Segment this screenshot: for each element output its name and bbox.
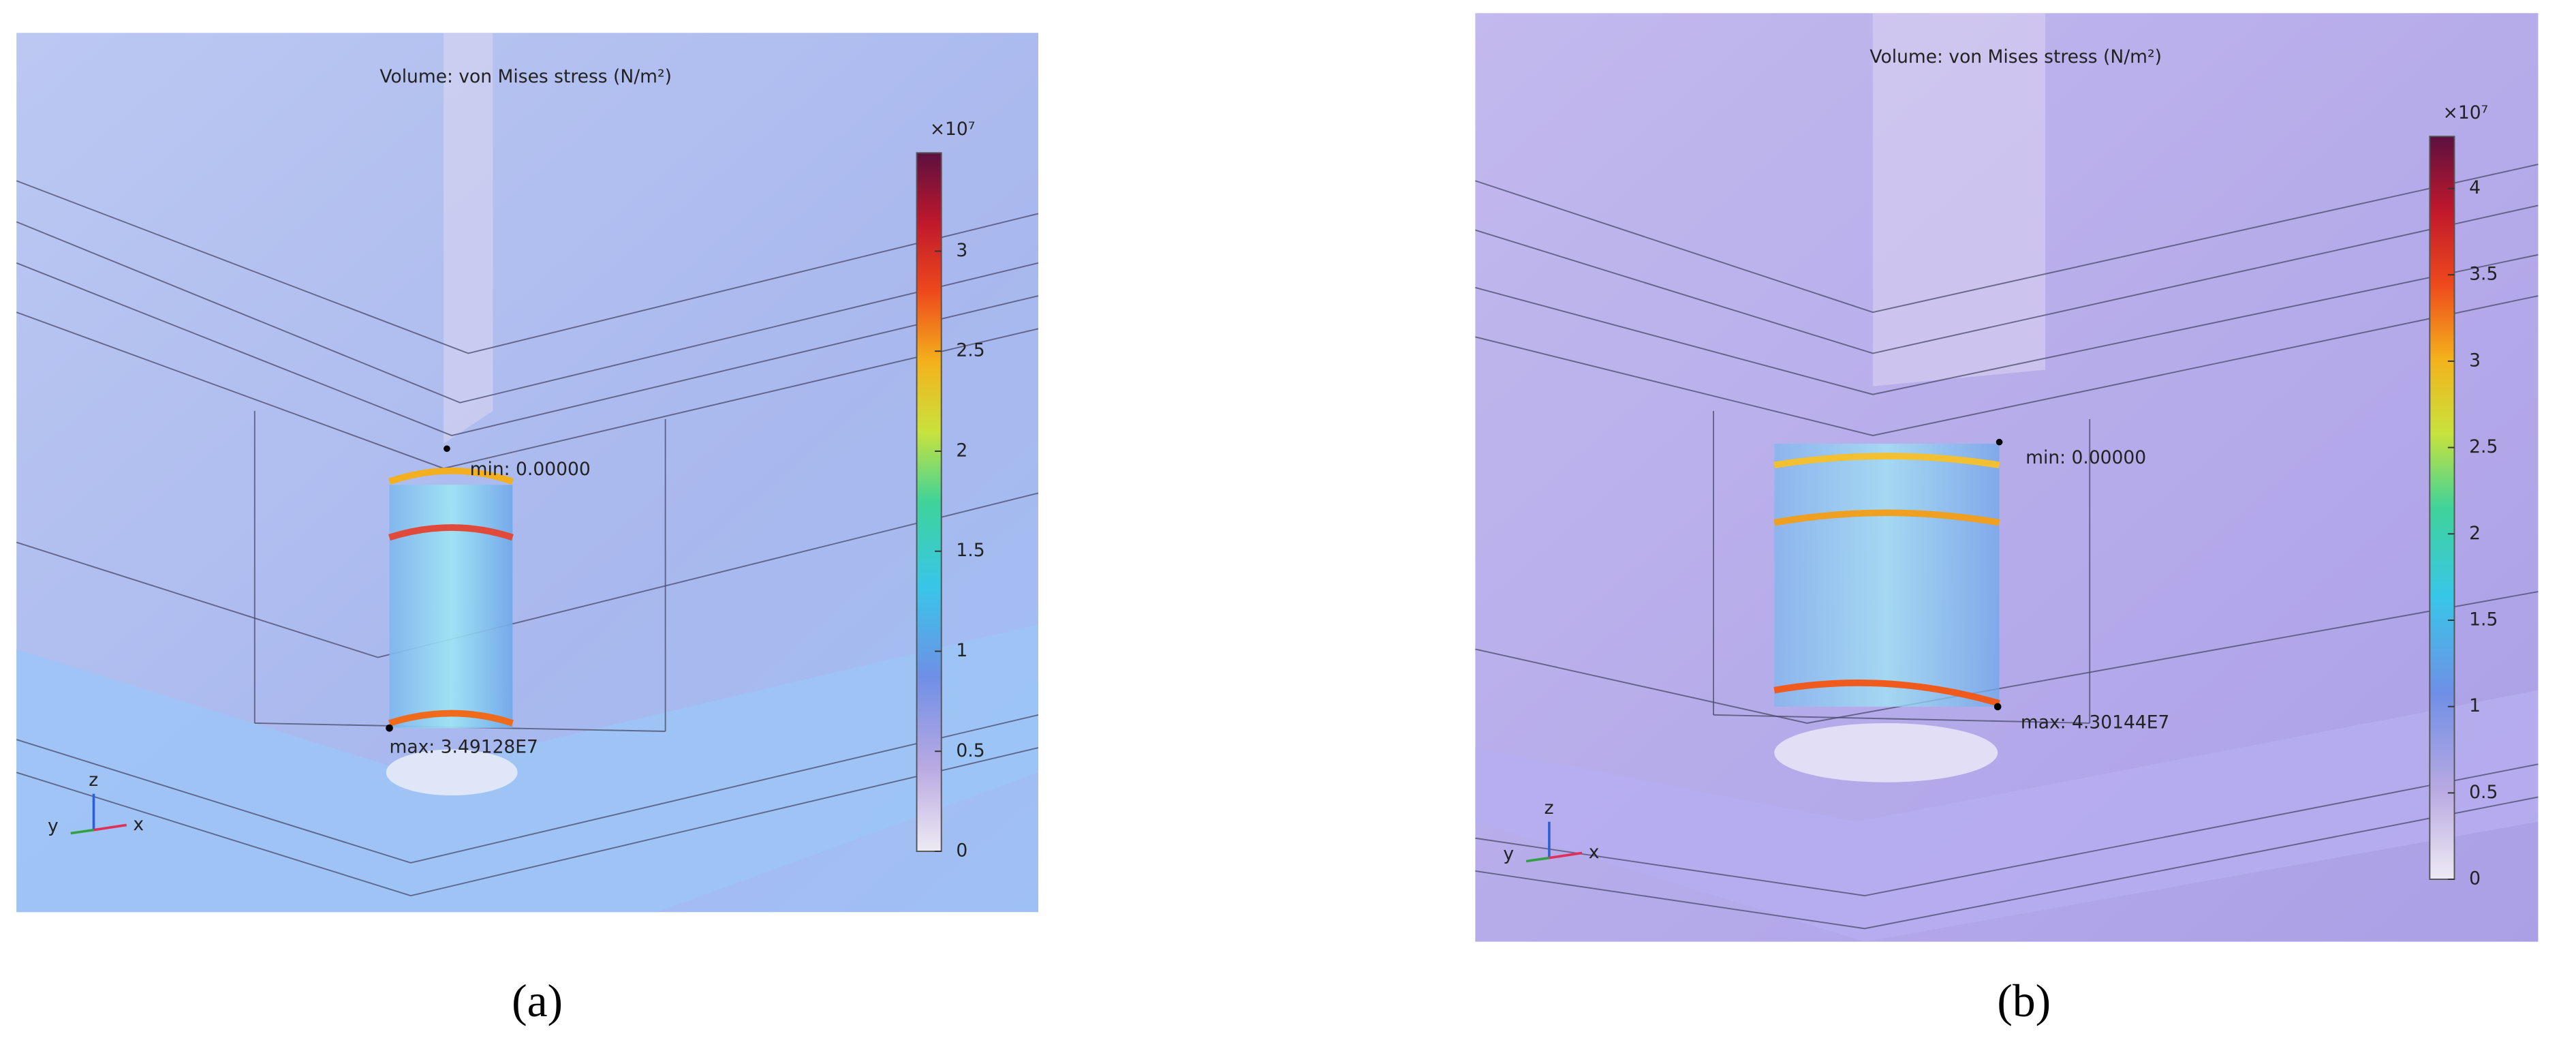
colorbar-tick-label: 0.5 — [956, 740, 984, 761]
axis-label-z: z — [1545, 797, 1554, 819]
colorbar-tick-label: 3.5 — [2469, 264, 2498, 285]
min-point — [1996, 438, 2003, 446]
colorbar-tick-label: 2.5 — [956, 340, 984, 361]
min-label: min: 0.00000 — [470, 459, 591, 480]
colorbar-tick-label: 3 — [956, 240, 967, 261]
axis-label-x: x — [133, 814, 144, 835]
colorbar-tick-label: 0.5 — [2469, 782, 2498, 803]
max-label: max: 4.30144E7 — [2021, 712, 2169, 733]
scene-b — [1475, 13, 2539, 942]
max-point — [386, 724, 393, 732]
colorbar-tick-label: 2 — [956, 440, 967, 461]
colorbar-tick-label: 1.5 — [2469, 609, 2498, 630]
colorbar-tick-label: 3 — [2469, 350, 2481, 371]
panel-label: (a) — [512, 975, 563, 1026]
colorbar-multiplier: ×10⁷ — [2443, 102, 2489, 123]
scene-a — [16, 33, 1039, 913]
max-point — [1993, 703, 2002, 711]
colorbar-tick-label: 0 — [956, 840, 967, 862]
axis-x — [93, 823, 127, 832]
colorbar-tick-label: 4 — [2469, 177, 2481, 198]
colorbar — [2429, 136, 2455, 880]
plot-title: Volume: von Mises stress (N/m²) — [379, 66, 672, 87]
axis-y — [70, 828, 94, 835]
axis-label-z: z — [89, 770, 98, 791]
min-label: min: 0.00000 — [2026, 447, 2146, 468]
min-point — [444, 445, 450, 453]
colorbar-tick-label: 1 — [956, 640, 967, 661]
colorbar-multiplier: ×10⁷ — [930, 119, 976, 140]
colorbar-tick-label: 2.5 — [2469, 436, 2498, 457]
colorbar — [916, 152, 942, 852]
colorbar-tick-label: 1 — [2469, 695, 2481, 716]
axis-label-x: x — [1589, 842, 1600, 863]
axis-label-y: y — [48, 815, 59, 836]
colorbar-tick-label: 2 — [2469, 523, 2481, 544]
plot-title: Volume: von Mises stress (N/m²) — [1869, 46, 2162, 67]
axis-y — [1525, 856, 1550, 863]
colorbar-tick-label: 0 — [2469, 868, 2481, 889]
panel-label: (b) — [1997, 975, 2051, 1026]
max-label: max: 3.49128E7 — [390, 737, 538, 758]
axis-label-y: y — [1503, 843, 1514, 864]
axis-x — [1549, 851, 1583, 859]
colorbar-tick-label: 1.5 — [956, 540, 984, 561]
